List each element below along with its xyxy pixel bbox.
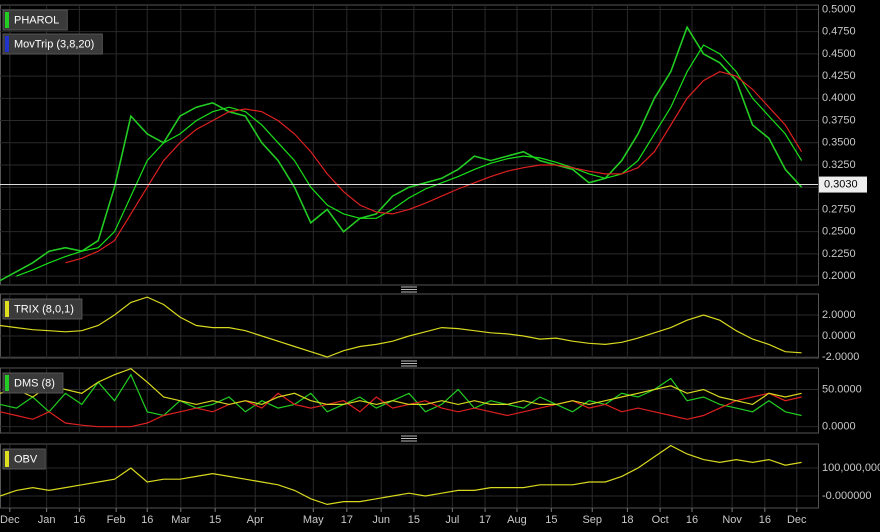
series-line [16,44,803,277]
legend-box [2,33,103,55]
legend-label: TRIX (8,0,1) [14,303,74,315]
legend-label: OBV [14,453,38,465]
x-tick-label: Sep [582,514,602,526]
y-tick-label: 0.0000 [822,421,856,433]
series-line [0,392,802,428]
y-tick-label: 2.0000 [822,309,856,321]
series-line [0,25,803,282]
series-line [0,373,802,417]
y-tick-label: 0.4500 [822,48,856,60]
x-tick-label: Jun [372,514,390,526]
series-line [0,368,802,406]
legend-swatch [5,301,9,317]
series-line [65,71,803,264]
legend-swatch [5,375,9,391]
legend-swatch [5,36,9,52]
x-tick-label: Oct [652,514,669,526]
legend-box [2,298,83,320]
y-tick-label: 0.3750 [822,114,856,126]
legend-label: MovTrip (3,8,20) [14,38,94,50]
x-tick-label: May [303,514,324,526]
y-tick-label: 0.4000 [822,92,856,104]
series-line [0,296,802,358]
x-tick-label: Feb [107,514,126,526]
legend-item: MovTrip (3,8,20) [2,33,103,55]
x-tick-label: 17 [479,514,491,526]
panel-frame [0,443,819,509]
x-tick-label: 18 [621,514,633,526]
legend-swatch [5,12,9,28]
y-tick-label: 0.2500 [822,226,856,238]
legend-item: OBV [2,448,46,470]
legend-box [2,9,68,31]
series-line [0,444,802,506]
x-tick-label: 16 [686,514,698,526]
y-tick-label: 0.3500 [822,137,856,149]
x-tick-label: 17 [341,514,353,526]
y-tick-label: 0.2250 [822,248,856,260]
y-tick-label: 0.3250 [822,159,856,171]
x-tick-label: Jul [445,514,459,526]
y-tick-label: 0.2750 [822,203,856,215]
panel-divider [401,286,417,442]
y-tick-label: 0.2000 [822,270,856,282]
legend-label: DMS (8) [14,377,55,389]
legend-swatch [5,451,9,467]
legend-box [2,448,46,470]
legend-item: PHAROL [2,9,68,31]
x-tick-label: Mar [171,514,190,526]
y-tick-label: 100,000,000 [822,462,880,474]
last-value-box [819,176,867,193]
legend-item: TRIX (8,0,1) [2,298,83,320]
x-tick-label: Dec [787,514,807,526]
y-tick-label: -2.0000 [822,351,859,363]
y-tick-label: 0.0000 [822,330,856,342]
x-tick-label: 16 [759,514,771,526]
x-tick-label: Jan [38,514,56,526]
panel-frame [0,4,819,286]
x-tick-label: 15 [545,514,557,526]
legend-box [2,372,64,394]
y-tick-label: 50.0000 [822,383,862,395]
x-tick-label: 16 [73,514,85,526]
y-tick-label: -0.000000 [822,490,872,502]
y-tick-label: 0.5000 [822,3,856,15]
y-tick-label: 0.4750 [822,26,856,38]
x-tick-label: Nov [722,514,742,526]
last-value-label: 0.3030 [824,178,858,190]
x-tick-label: 15 [209,514,221,526]
x-tick-label: Aug [507,514,527,526]
x-tick-label: 15 [408,514,420,526]
panel-frame [0,367,819,434]
x-tick-label: 16 [141,514,153,526]
x-tick-label: Apr [247,514,264,526]
x-tick-label: Dec [0,514,20,526]
y-tick-label: 0.4250 [822,70,856,82]
legend-item: DMS (8) [2,372,64,394]
legend-label: PHAROL [14,14,59,26]
